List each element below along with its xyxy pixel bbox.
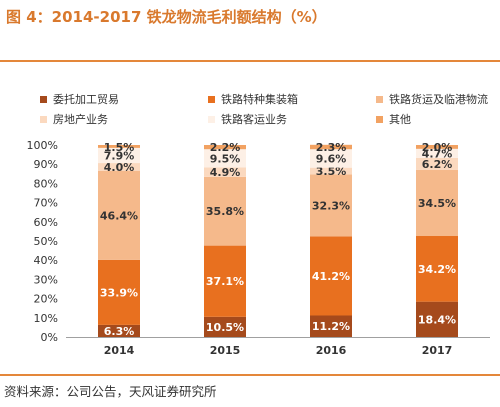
legend-item: 房地产业务 (40, 111, 108, 127)
data-label: 41.2% (312, 270, 350, 283)
bar-segment (204, 149, 246, 168)
legend-item: 委托加工贸易 (40, 91, 119, 107)
x-tick-label: 2014 (104, 344, 135, 357)
y-tick-label: 100% (27, 139, 58, 152)
bar-segment (416, 145, 458, 149)
y-tick-label: 30% (34, 273, 58, 286)
y-tick-label: 90% (34, 158, 58, 171)
legend-label: 房地产业务 (53, 113, 108, 126)
source-note: 资料来源：公司公告，天风证券研究所 (4, 384, 217, 399)
data-label: 4.9% (210, 166, 241, 179)
y-tick-label: 70% (34, 197, 58, 210)
data-label: 18.4% (418, 313, 456, 326)
bar-segment (310, 144, 352, 150)
bar-segment (310, 315, 352, 337)
data-label: 1.5% (104, 141, 135, 154)
legend-swatch (376, 115, 383, 123)
x-tick-label: 2015 (210, 344, 241, 357)
source-rule (0, 374, 500, 376)
x-tick-label: 2017 (422, 344, 453, 357)
y-tick-label: 80% (34, 177, 58, 190)
legend-label: 铁路客运业务 (221, 113, 287, 126)
bar-segment (204, 145, 246, 150)
data-label: 37.1% (206, 275, 244, 288)
bar-segment (98, 259, 140, 325)
bar-segment (98, 163, 140, 171)
y-tick-label: 40% (34, 254, 58, 267)
data-label: 2.0% (422, 141, 453, 154)
legend-swatch (40, 115, 47, 123)
legend-swatch (376, 95, 383, 103)
legend-label: 委托加工贸易 (53, 93, 119, 106)
bar-segment (204, 176, 246, 246)
data-label: 11.2% (312, 320, 350, 333)
data-label: 32.3% (312, 199, 350, 212)
legend-label: 铁路货运及临港物流 (389, 93, 488, 106)
bar-segment (310, 149, 352, 168)
legend-swatch (208, 95, 215, 103)
legend-swatch (40, 95, 47, 103)
y-tick-label: 10% (34, 312, 58, 325)
chart-title: 图 4：2014-2017 铁龙物流毛利额结构（%） (6, 8, 327, 26)
bar-segment (98, 147, 140, 164)
data-label: 34.5% (418, 197, 456, 210)
bar-segment (204, 316, 246, 337)
bar-segment (204, 167, 246, 177)
bar-segment (416, 148, 458, 158)
data-label: 9.5% (210, 152, 241, 165)
bar-segment (98, 145, 140, 148)
bar-segment (416, 157, 458, 170)
data-label: 4.7% (422, 147, 453, 160)
data-label: 2.3% (316, 141, 347, 154)
data-label: 4.0% (104, 161, 135, 174)
legend-item: 铁路客运业务 (208, 111, 287, 127)
data-label: 3.5% (316, 165, 347, 178)
data-label: 9.6% (316, 152, 347, 165)
data-label: 2.2% (210, 141, 241, 154)
y-tick-label: 0% (41, 331, 58, 344)
bar-segment (416, 169, 458, 237)
bar-segment (310, 174, 352, 237)
data-label: 10.5% (206, 321, 244, 334)
legend-swatch (208, 115, 215, 123)
data-label: 6.3% (104, 325, 135, 338)
y-tick-label: 20% (34, 293, 58, 306)
bar-segment (98, 324, 140, 337)
bar-segment (310, 236, 352, 316)
bar-segment (204, 245, 246, 317)
title-rule (0, 60, 500, 62)
legend-item: 铁路特种集装箱 (208, 91, 298, 107)
data-label: 34.2% (418, 263, 456, 276)
data-label: 7.9% (104, 149, 135, 162)
y-tick-label: 60% (34, 216, 58, 229)
legend-item: 铁路货运及临港物流 (376, 91, 488, 107)
bar-segment (98, 170, 140, 260)
legend-label: 铁路特种集装箱 (221, 93, 298, 106)
data-label: 35.8% (206, 205, 244, 218)
bar-segment (416, 301, 458, 337)
y-tick-label: 50% (34, 235, 58, 248)
legend-item: 其他 (376, 111, 411, 127)
bar-segment (310, 167, 352, 175)
bar-segment (416, 236, 458, 302)
legend-label: 其他 (389, 113, 411, 126)
data-label: 6.2% (422, 158, 453, 171)
x-tick-label: 2016 (316, 344, 347, 357)
data-label: 33.9% (100, 286, 138, 299)
data-label: 46.4% (100, 209, 138, 222)
